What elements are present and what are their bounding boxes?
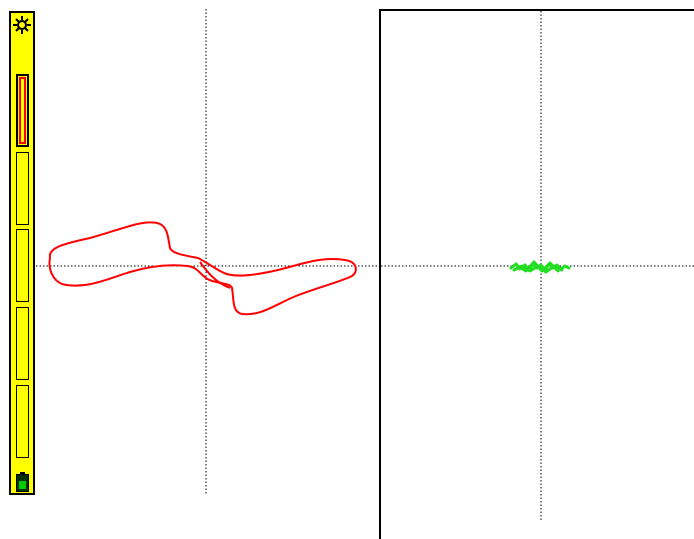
- channel-slot-3[interactable]: [16, 229, 29, 302]
- battery-icon: [16, 472, 29, 492]
- left-trace: [48, 221, 357, 316]
- left-trace-crossing: [199, 261, 231, 289]
- channel-slot-1[interactable]: [16, 74, 29, 147]
- left-crosshair: [36, 9, 379, 495]
- channel-slot-5[interactable]: [16, 385, 29, 458]
- channel-slot-4[interactable]: [16, 307, 29, 380]
- right-trace: [509, 260, 571, 274]
- scope-display: [36, 9, 694, 522]
- channel-sidebar: [9, 11, 35, 495]
- gear-icon[interactable]: [13, 14, 31, 34]
- channel-slot-2[interactable]: [16, 152, 29, 225]
